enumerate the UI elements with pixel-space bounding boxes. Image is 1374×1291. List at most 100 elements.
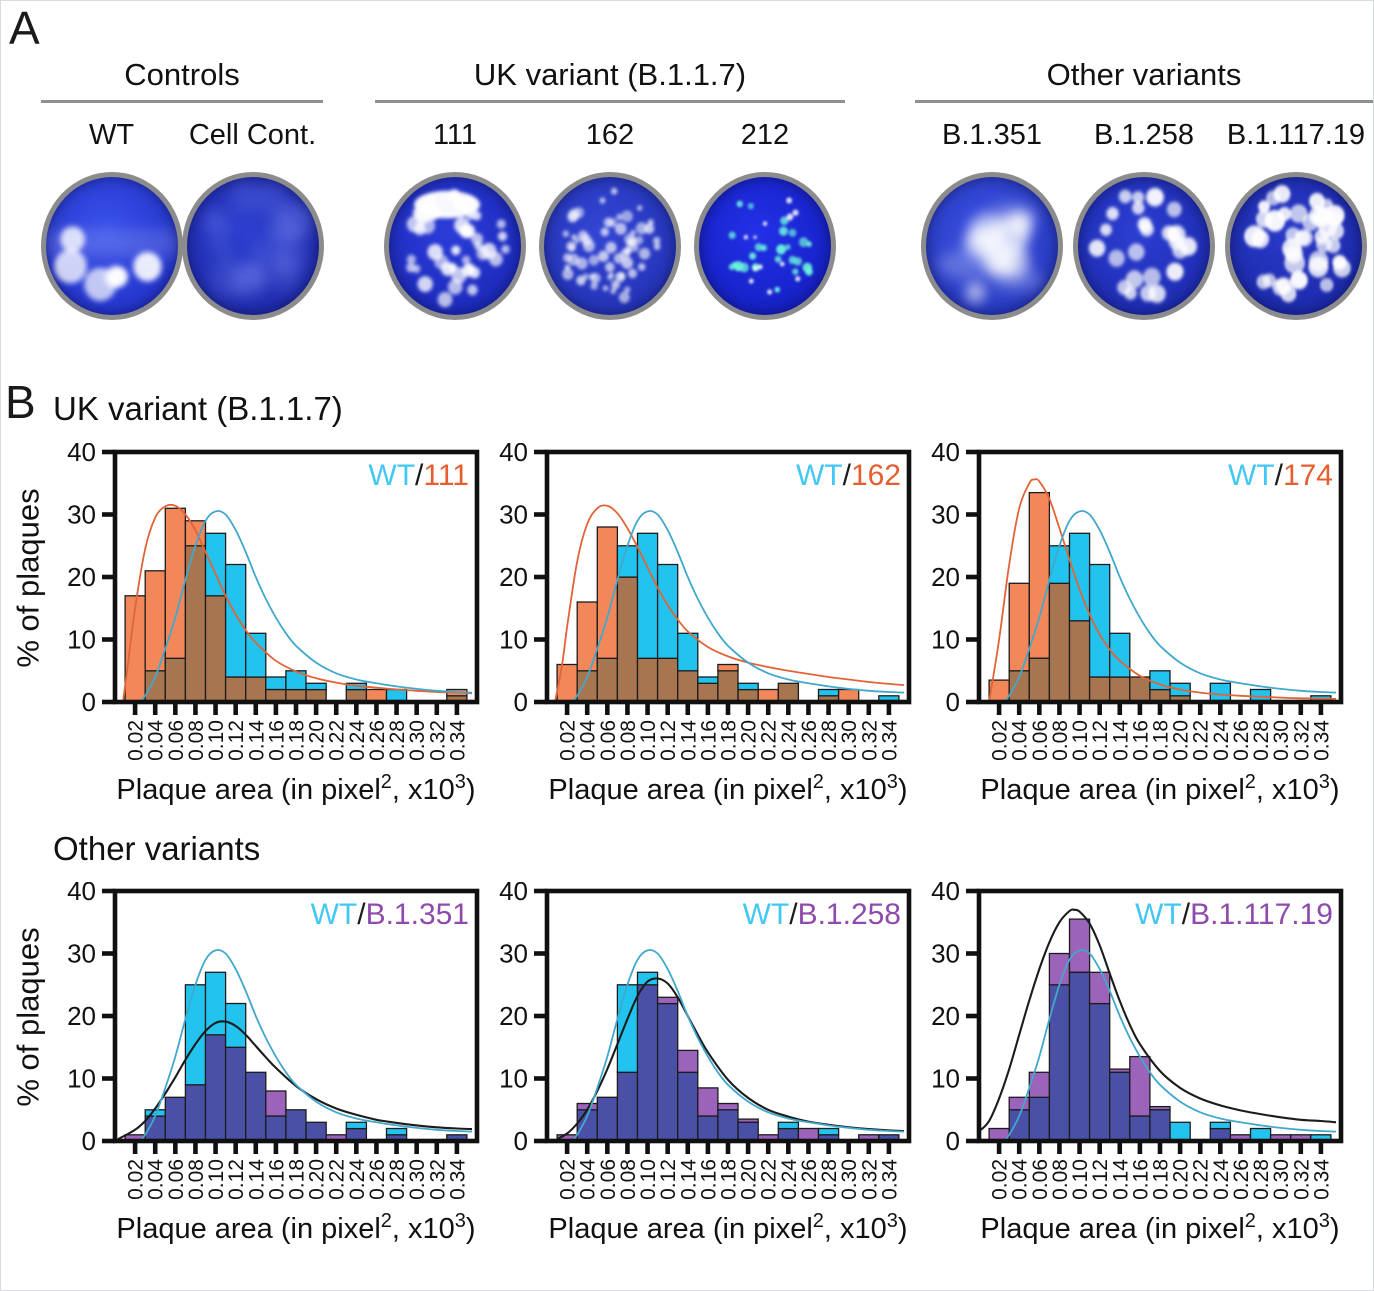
dish-label-cell-control: Cell Cont. bbox=[188, 118, 317, 151]
group-controls: Controls WT Cell Cont. bbox=[40, 57, 324, 320]
svg-text:0.22: 0.22 bbox=[758, 1159, 781, 1200]
svg-text:0.28: 0.28 bbox=[818, 720, 841, 761]
panel-a-label: A bbox=[9, 2, 40, 54]
svg-text:0.24: 0.24 bbox=[1210, 1159, 1233, 1200]
svg-text:30: 30 bbox=[931, 939, 960, 969]
svg-text:0.10: 0.10 bbox=[205, 720, 228, 761]
svg-text:0.14: 0.14 bbox=[1109, 1159, 1132, 1200]
svg-text:0.12: 0.12 bbox=[225, 720, 248, 761]
svg-text:0.32: 0.32 bbox=[858, 1159, 881, 1200]
svg-text:WT/B.1.117.19: WT/B.1.117.19 bbox=[1135, 898, 1333, 931]
chart-wt-174: 0 10 20 30 40 0.02 0.04 0.06 0.08 0.10 0.12 0.14 0.1… bbox=[917, 443, 1347, 809]
svg-text:0.16: 0.16 bbox=[1129, 1159, 1152, 1200]
group-underline bbox=[41, 99, 323, 103]
dish-cell-162: 162 bbox=[533, 120, 688, 320]
dish-label-b1351: B.1.351 bbox=[942, 118, 1042, 151]
group-underline bbox=[915, 99, 1373, 103]
group-title-other-variants: Other variants bbox=[1046, 57, 1242, 92]
svg-text:30: 30 bbox=[499, 499, 528, 529]
svg-text:0.12: 0.12 bbox=[1089, 720, 1112, 761]
svg-text:0.02: 0.02 bbox=[125, 720, 148, 761]
chart-wt-162: 0 10 20 30 40 0.02 0.04 0.06 0.08 0.10 0.12 0.14 0.1… bbox=[485, 443, 915, 809]
svg-text:30: 30 bbox=[931, 499, 960, 529]
svg-text:20: 20 bbox=[931, 562, 960, 592]
svg-text:0: 0 bbox=[514, 687, 528, 717]
dish-photo-162 bbox=[539, 171, 681, 320]
svg-text:WT/111: WT/111 bbox=[368, 459, 469, 492]
svg-text:0.24: 0.24 bbox=[346, 1159, 369, 1200]
dish-cell-b1258: B.1.258 bbox=[1068, 120, 1220, 320]
dish-photo-111 bbox=[384, 171, 526, 320]
dish-cell-212: 212 bbox=[688, 120, 843, 320]
svg-text:0.06: 0.06 bbox=[1029, 1159, 1052, 1200]
svg-text:0.22: 0.22 bbox=[326, 720, 349, 761]
svg-text:0.20: 0.20 bbox=[1170, 720, 1193, 761]
svg-text:Plaque area (in pixel2, x103): Plaque area (in pixel2, x103) bbox=[548, 1210, 907, 1245]
svg-text:0.10: 0.10 bbox=[1069, 1159, 1092, 1200]
chart-wt-111: 0 10 20 30 40 0.02 0.04 0.06 0.08 0.10 0.12 0.14 0.1… bbox=[53, 443, 483, 809]
svg-text:0.12: 0.12 bbox=[225, 1159, 248, 1200]
svg-text:0.06: 0.06 bbox=[597, 720, 620, 761]
svg-text:0.10: 0.10 bbox=[1069, 720, 1092, 761]
svg-text:0.06: 0.06 bbox=[597, 1159, 620, 1200]
svg-text:0.02: 0.02 bbox=[557, 720, 580, 761]
svg-text:20: 20 bbox=[499, 562, 528, 592]
histogram-wt-b111719: 0102030400.020.040.060.080.100.120.140.1… bbox=[931, 882, 1344, 1245]
svg-text:0: 0 bbox=[514, 1126, 528, 1156]
svg-text:40: 40 bbox=[67, 882, 96, 906]
svg-text:20: 20 bbox=[931, 1001, 960, 1031]
svg-text:0.06: 0.06 bbox=[165, 1159, 188, 1200]
dish-photo-b1351 bbox=[921, 171, 1063, 320]
svg-text:0.22: 0.22 bbox=[1190, 1159, 1213, 1200]
chart-wt-b1351: 0 10 20 30 40 0.02 0.04 0.06 0.08 0.10 0.12 0.14 0.1… bbox=[53, 882, 483, 1248]
svg-text:0: 0 bbox=[82, 687, 96, 717]
svg-text:0.18: 0.18 bbox=[286, 1159, 309, 1200]
histogram-wt-b1258: 0102030400.020.040.060.080.100.120.140.1… bbox=[499, 882, 912, 1245]
svg-text:0.14: 0.14 bbox=[245, 1159, 268, 1200]
svg-text:0.06: 0.06 bbox=[1029, 720, 1052, 761]
svg-text:0.08: 0.08 bbox=[617, 1159, 640, 1200]
chart-row-other: % of plaques 0 10 20 30 40 0.02 0.04 0.06 0.08 0.… bbox=[7, 882, 1373, 1248]
svg-text:0.22: 0.22 bbox=[326, 1159, 349, 1200]
svg-text:0.20: 0.20 bbox=[738, 720, 761, 761]
svg-text:0.16: 0.16 bbox=[697, 720, 720, 761]
svg-text:0.34: 0.34 bbox=[878, 719, 901, 760]
svg-text:10: 10 bbox=[931, 624, 960, 654]
dish-photo-b1258 bbox=[1073, 171, 1215, 320]
svg-text:0.24: 0.24 bbox=[778, 719, 801, 760]
svg-text:0.10: 0.10 bbox=[205, 1159, 228, 1200]
svg-text:40: 40 bbox=[499, 443, 528, 467]
svg-text:0.02: 0.02 bbox=[125, 1159, 148, 1200]
dish-photo-212 bbox=[694, 171, 836, 320]
dish-cell-b1351: B.1.351 bbox=[916, 118, 1068, 320]
svg-text:20: 20 bbox=[67, 1001, 96, 1031]
svg-text:0.34: 0.34 bbox=[1310, 719, 1333, 760]
svg-text:0.08: 0.08 bbox=[185, 720, 208, 761]
svg-text:0.26: 0.26 bbox=[366, 1159, 389, 1200]
svg-text:WT/B.1.258: WT/B.1.258 bbox=[743, 898, 901, 931]
group-title-uk-variant: UK variant (B.1.1.7) bbox=[473, 57, 747, 92]
chart-row-uk: % of plaques 0 10 20 30 40 0.02 0.04 0.06 0.08 0.… bbox=[7, 443, 1373, 809]
svg-text:0: 0 bbox=[82, 1126, 96, 1156]
svg-text:0.34: 0.34 bbox=[878, 1159, 901, 1200]
svg-text:WT/162: WT/162 bbox=[796, 459, 901, 492]
svg-text:20: 20 bbox=[499, 1001, 528, 1031]
svg-text:0.20: 0.20 bbox=[1170, 1159, 1193, 1200]
svg-text:0.20: 0.20 bbox=[306, 1159, 329, 1200]
svg-text:0.10: 0.10 bbox=[637, 720, 660, 761]
svg-text:0.24: 0.24 bbox=[346, 719, 369, 760]
svg-text:0.28: 0.28 bbox=[1250, 1159, 1273, 1200]
row-title-uk-variant: UK variant (B.1.1.7) bbox=[53, 390, 343, 427]
svg-text:0.30: 0.30 bbox=[838, 1159, 861, 1200]
svg-text:0.04: 0.04 bbox=[145, 1159, 168, 1200]
svg-text:0.20: 0.20 bbox=[306, 720, 329, 761]
svg-text:0.30: 0.30 bbox=[406, 1159, 429, 1200]
svg-text:0.20: 0.20 bbox=[738, 1159, 761, 1200]
dish-cell-cell-control: Cell Cont. bbox=[181, 118, 324, 320]
svg-text:0.32: 0.32 bbox=[426, 1159, 449, 1200]
svg-text:Plaque area (in pixel2, x103): Plaque area (in pixel2, x103) bbox=[980, 771, 1339, 806]
y-axis-title: % of plaques bbox=[11, 487, 47, 668]
svg-text:0.04: 0.04 bbox=[145, 719, 168, 760]
panel-b: B UK variant (B.1.1.7) % of plaques 0 10 2… bbox=[1, 377, 1373, 1248]
histogram-wt-162: 0102030400.020.040.060.080.100.120.140.1… bbox=[499, 443, 912, 806]
